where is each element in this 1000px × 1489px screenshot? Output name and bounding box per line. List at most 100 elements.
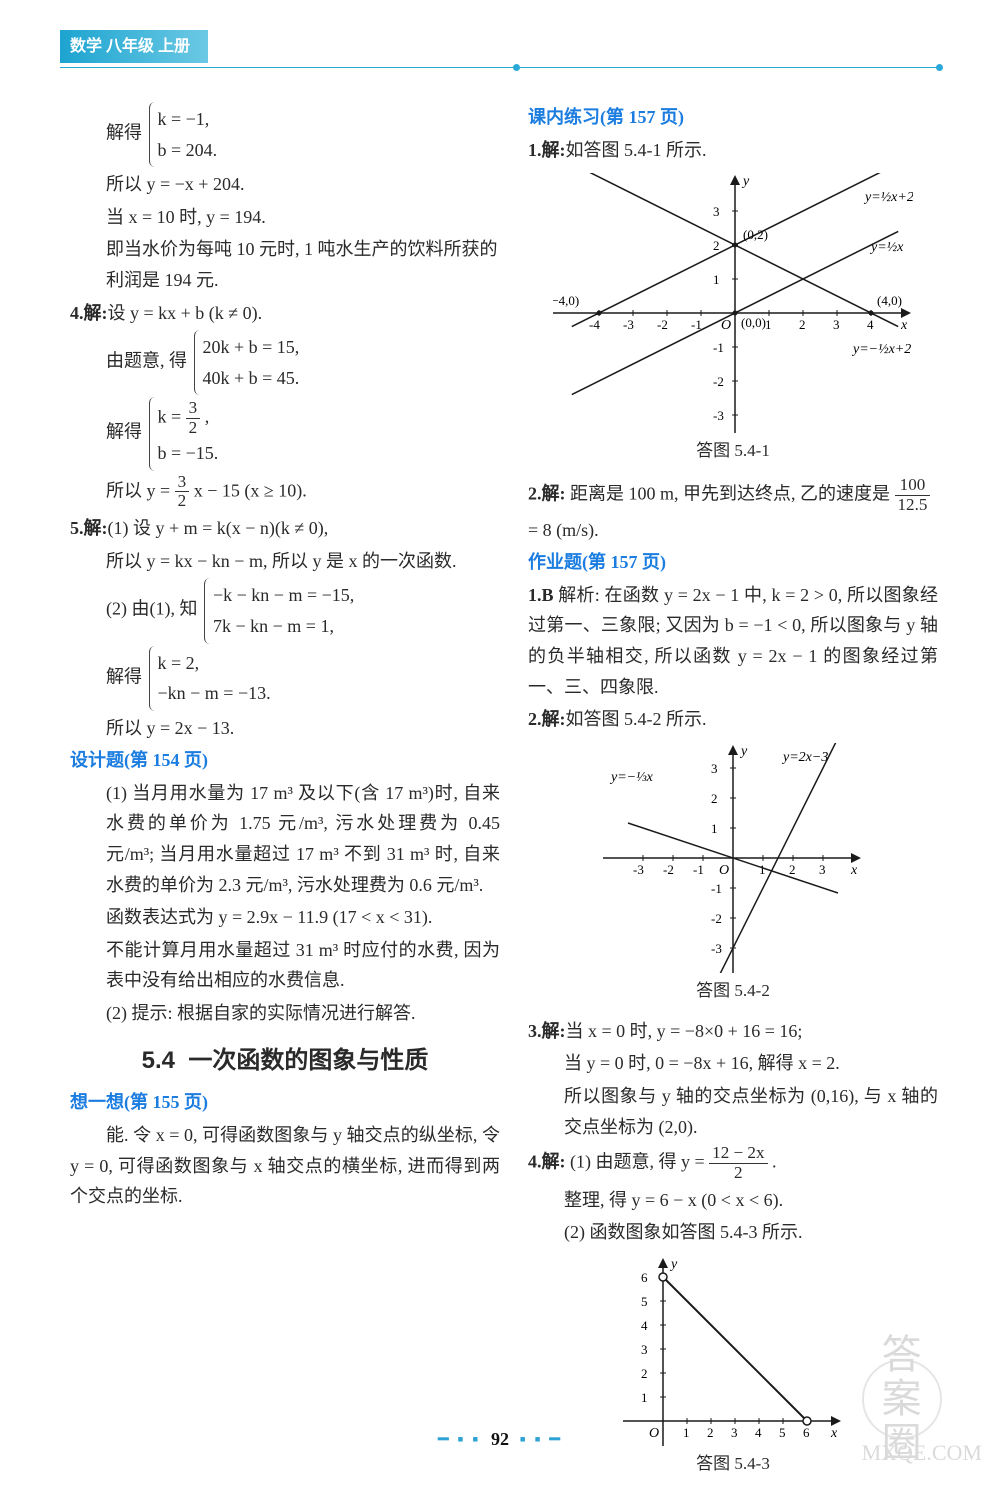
text: 所以 y = kx − kn − m, 所以 y 是 x 的一次函数.: [70, 546, 500, 577]
brace: k = 2, −kn − m = −13.: [149, 646, 271, 711]
den: 2: [175, 492, 190, 511]
text: 所以 y =: [106, 480, 175, 500]
svg-text:5: 5: [641, 1294, 648, 1309]
brace: k = 32 , b = −15.: [149, 397, 219, 470]
svg-text:(0,0): (0,0): [741, 315, 766, 330]
text: 即当水价为每吨 10 元时, 1 吨水生产的饮料所获的利润是 194 元.: [70, 234, 500, 295]
eq: 20k + b = 15,: [203, 332, 300, 363]
text: 所以 y = 32 x − 15 (x ≥ 10).: [70, 473, 500, 512]
svg-text:1: 1: [713, 272, 720, 287]
item-h3: 3.解:当 x = 0 时, y = −8×0 + 16 = 16;: [528, 1016, 938, 1047]
answer-graph-5-4-3: xyO123456123456: [623, 1256, 843, 1446]
svg-text:(0,2): (0,2): [743, 227, 768, 242]
svg-text:-3: -3: [711, 941, 722, 956]
svg-text:-4: -4: [589, 317, 600, 332]
svg-text:2: 2: [641, 1366, 648, 1381]
svg-text:3: 3: [819, 862, 826, 877]
svg-text:-1: -1: [711, 881, 722, 896]
brace: k = −1, b = 204.: [149, 102, 218, 167]
class-practice-heading: 课内练习(第 157 页): [528, 102, 938, 133]
svg-text:2: 2: [789, 862, 796, 877]
eq: k = −1,: [158, 104, 218, 135]
svg-text:y: y: [739, 744, 748, 759]
svg-text:-2: -2: [711, 911, 722, 926]
deco-icon: ━ ▪ ▪: [438, 1429, 481, 1449]
svg-text:1: 1: [765, 317, 772, 332]
text: 不能计算月用水量超过 31 m³ 时应付的水费, 因为表中没有给出相应的水费信息…: [70, 935, 500, 996]
text: 所以 y = 2x − 13.: [70, 713, 500, 744]
svg-text:4: 4: [641, 1318, 648, 1333]
text: .: [772, 1152, 777, 1172]
text: 设 y = kx + b (k ≠ 0).: [108, 303, 263, 323]
text: 解得 k = 32 , b = −15.: [70, 397, 500, 470]
text: 距离是 100 m, 甲先到达终点, 乙的速度是: [570, 484, 895, 504]
text: 当 x = 10 时, y = 194.: [70, 202, 500, 233]
page-number: ━ ▪ ▪ 92 ▪ ▪ ━: [0, 1424, 1000, 1455]
sec-name: 一次函数的图象与性质: [188, 1047, 428, 1074]
header-rule: [60, 67, 940, 68]
svg-text:y=−½x+2: y=−½x+2: [851, 342, 911, 357]
num: 12 − 2x: [709, 1144, 767, 1164]
text: (1) 由题意, 得 y =: [570, 1152, 709, 1172]
deco-icon: ▪ ▪ ━: [520, 1429, 563, 1449]
design-heading: 设计题(第 154 页): [70, 745, 500, 776]
text: 解析: 在函数 y = 2x − 1 中, k = 2 > 0, 所以图象经过第…: [528, 585, 938, 697]
num: 100: [895, 476, 931, 496]
eq: 40k + b = 45.: [203, 363, 300, 394]
sec-num: 5.4: [142, 1047, 175, 1074]
left-column: 解得 k = −1, b = 204. 所以 y = −x + 204. 当 x…: [70, 100, 500, 1489]
section-title: 5.4 一次函数的图象与性质: [70, 1041, 500, 1082]
eq: −k − kn − m = −15,: [213, 580, 354, 611]
item-1: 1.解:如答图 5.4-1 所示.: [528, 135, 938, 166]
brace: 20k + b = 15, 40k + b = 45.: [194, 330, 300, 395]
text: 所以图象与 y 轴的交点坐标为 (0,16), 与 x 轴的交点坐标为 (2,0…: [528, 1081, 938, 1142]
item-h2: 2.解:如答图 5.4-2 所示.: [528, 704, 938, 735]
svg-text:2: 2: [799, 317, 806, 332]
svg-text:3: 3: [713, 204, 720, 219]
svg-text:1: 1: [641, 1390, 648, 1405]
content-columns: 解得 k = −1, b = 204. 所以 y = −x + 204. 当 x…: [0, 70, 1000, 1489]
header-title: 数学 八年级 上册: [60, 30, 208, 63]
text: x − 15 (x ≥ 10).: [194, 480, 307, 500]
svg-text:4: 4: [867, 317, 874, 332]
svg-text:1: 1: [711, 821, 718, 836]
text: 解得 k = −1, b = 204.: [70, 102, 500, 167]
caption: 答图 5.4-1: [528, 437, 938, 466]
label: 3.解:: [528, 1021, 566, 1041]
label: 由题意, 得: [106, 351, 187, 371]
text: 当 y = 0 时, 0 = −8x + 16, 解得 x = 2.: [528, 1048, 938, 1079]
svg-text:-3: -3: [623, 317, 634, 332]
svg-text:O: O: [721, 318, 731, 333]
item-h4: 4.解: (1) 由题意, 得 y = 12 − 2x2 .: [528, 1144, 938, 1183]
label: 解得: [106, 123, 142, 143]
text: (1) 设 y + m = k(x − n)(k ≠ 0),: [108, 518, 329, 538]
eq: b = 204.: [158, 135, 218, 166]
right-column: 课内练习(第 157 页) 1.解:如答图 5.4-1 所示. xyO-4-3-…: [528, 100, 938, 1489]
eq: k = 32 ,: [158, 399, 219, 438]
svg-text:O: O: [719, 863, 729, 878]
text: 如答图 5.4-1 所示.: [566, 140, 707, 160]
label: 解得: [106, 422, 142, 442]
watermark-url: MXQE.COM: [862, 1441, 982, 1465]
text: (1) 当月用水量为 17 m³ 及以下(含 17 m³)时, 自来水费的单价为…: [70, 778, 500, 900]
text: = 8 (m/s).: [528, 520, 599, 540]
svg-text:y=−⅓x: y=−⅓x: [609, 770, 654, 785]
svg-text:3: 3: [711, 761, 718, 776]
text: 整理, 得 y = 6 − x (0 < x < 6).: [528, 1185, 938, 1216]
svg-text:-2: -2: [663, 862, 674, 877]
svg-text:y: y: [669, 1257, 678, 1272]
den: 2: [186, 419, 201, 438]
label: 2.解:: [528, 484, 566, 504]
label: (2) 由(1), 知: [106, 599, 197, 619]
text: 函数表达式为 y = 2.9x − 11.9 (17 < x < 31).: [70, 902, 500, 933]
label: 1.解:: [528, 140, 566, 160]
svg-text:3: 3: [641, 1342, 648, 1357]
text: 如答图 5.4-2 所示.: [566, 709, 707, 729]
svg-text:y: y: [741, 174, 750, 189]
svg-text:-1: -1: [693, 862, 704, 877]
watermark: 答案圈 MXQE.COM: [862, 1359, 982, 1465]
eq: b = −15.: [158, 438, 219, 469]
label: 4.解:: [528, 1152, 566, 1172]
label: 2.解:: [528, 709, 566, 729]
svg-text:6: 6: [641, 1270, 648, 1285]
